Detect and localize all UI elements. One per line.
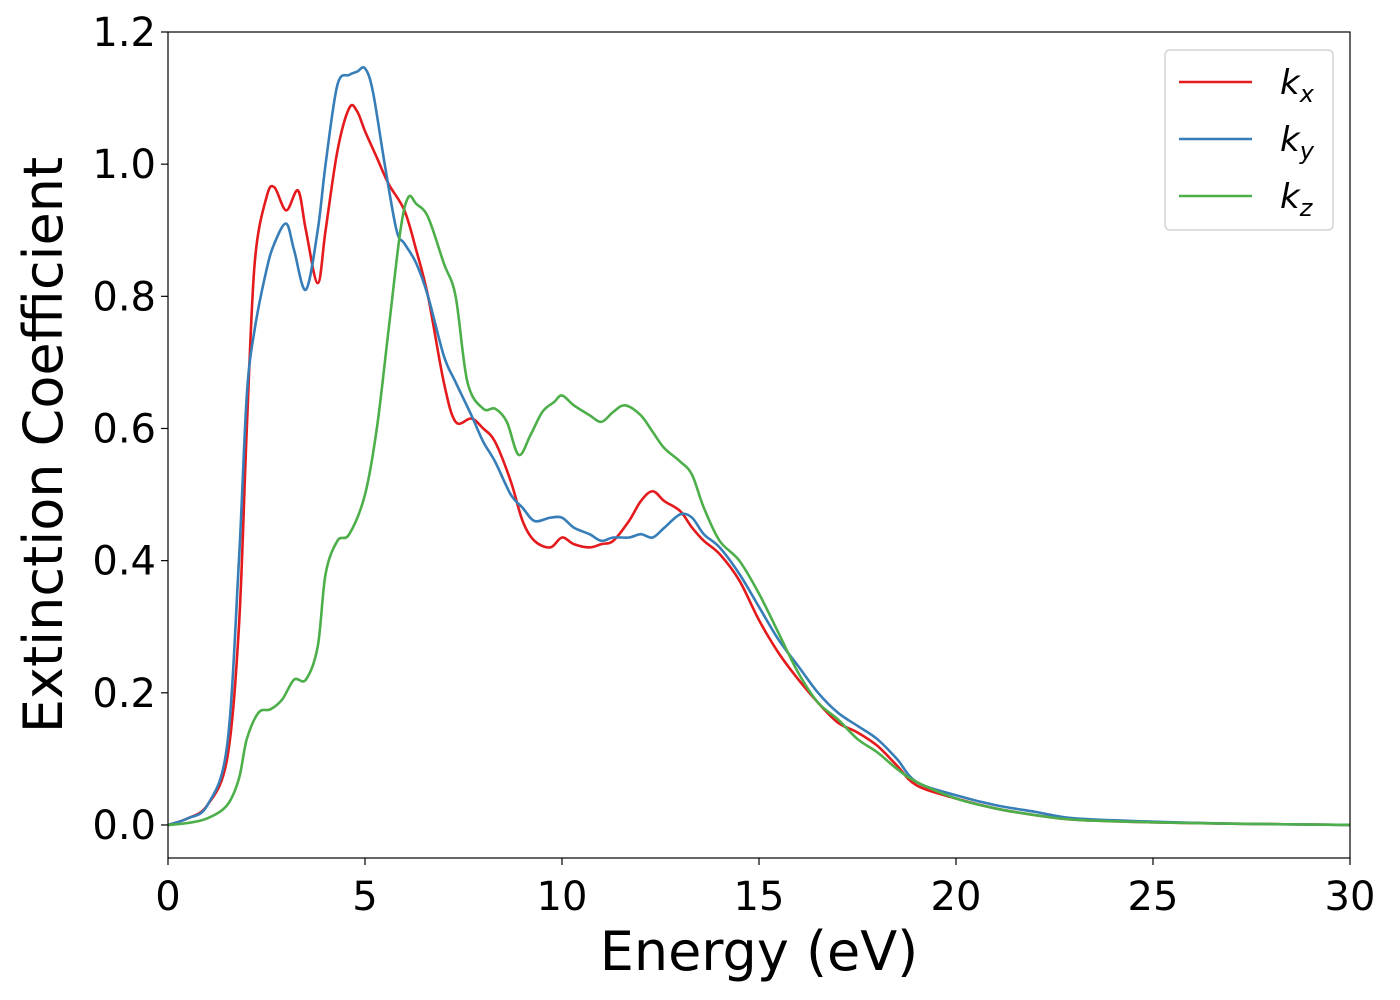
y-tick-label: 0.4 (92, 539, 156, 585)
x-tick-label: 15 (734, 874, 785, 920)
y-tick-label: 1.2 (92, 10, 156, 56)
y-tick-label: 0.0 (92, 803, 156, 849)
series-line-z (167, 194, 1351, 827)
x-tick-label: 20 (931, 874, 982, 920)
x-tick-label: 30 (1325, 874, 1376, 920)
y-tick-label: 0.6 (92, 406, 156, 452)
x-tick-label: 5 (352, 874, 377, 920)
y-tick-label: 1.0 (92, 142, 156, 188)
y-tick-label: 0.8 (92, 274, 156, 320)
y-axis-label: Extinction Coefficient (12, 157, 75, 733)
legend: kx ky kz (1164, 49, 1334, 231)
legend-label-z: kz (1280, 177, 1314, 222)
x-tick-label: 25 (1128, 874, 1179, 920)
x-tick-label: 0 (155, 874, 180, 920)
x-axis-ticks: 0 5 10 15 20 25 30 (155, 858, 1375, 920)
legend-label-y: ky (1280, 120, 1315, 165)
y-tick-label: 0.2 (92, 671, 156, 717)
series-line-x (167, 103, 1351, 827)
series-line-y (167, 66, 1351, 827)
y-axis-ticks: 0.0 0.2 0.4 0.6 0.8 1.0 1.2 (92, 10, 168, 849)
legend-label-x: kx (1280, 63, 1315, 108)
x-tick-label: 10 (537, 874, 588, 920)
plot-lines (167, 66, 1351, 827)
x-axis-label: Energy (eV) (600, 920, 919, 983)
